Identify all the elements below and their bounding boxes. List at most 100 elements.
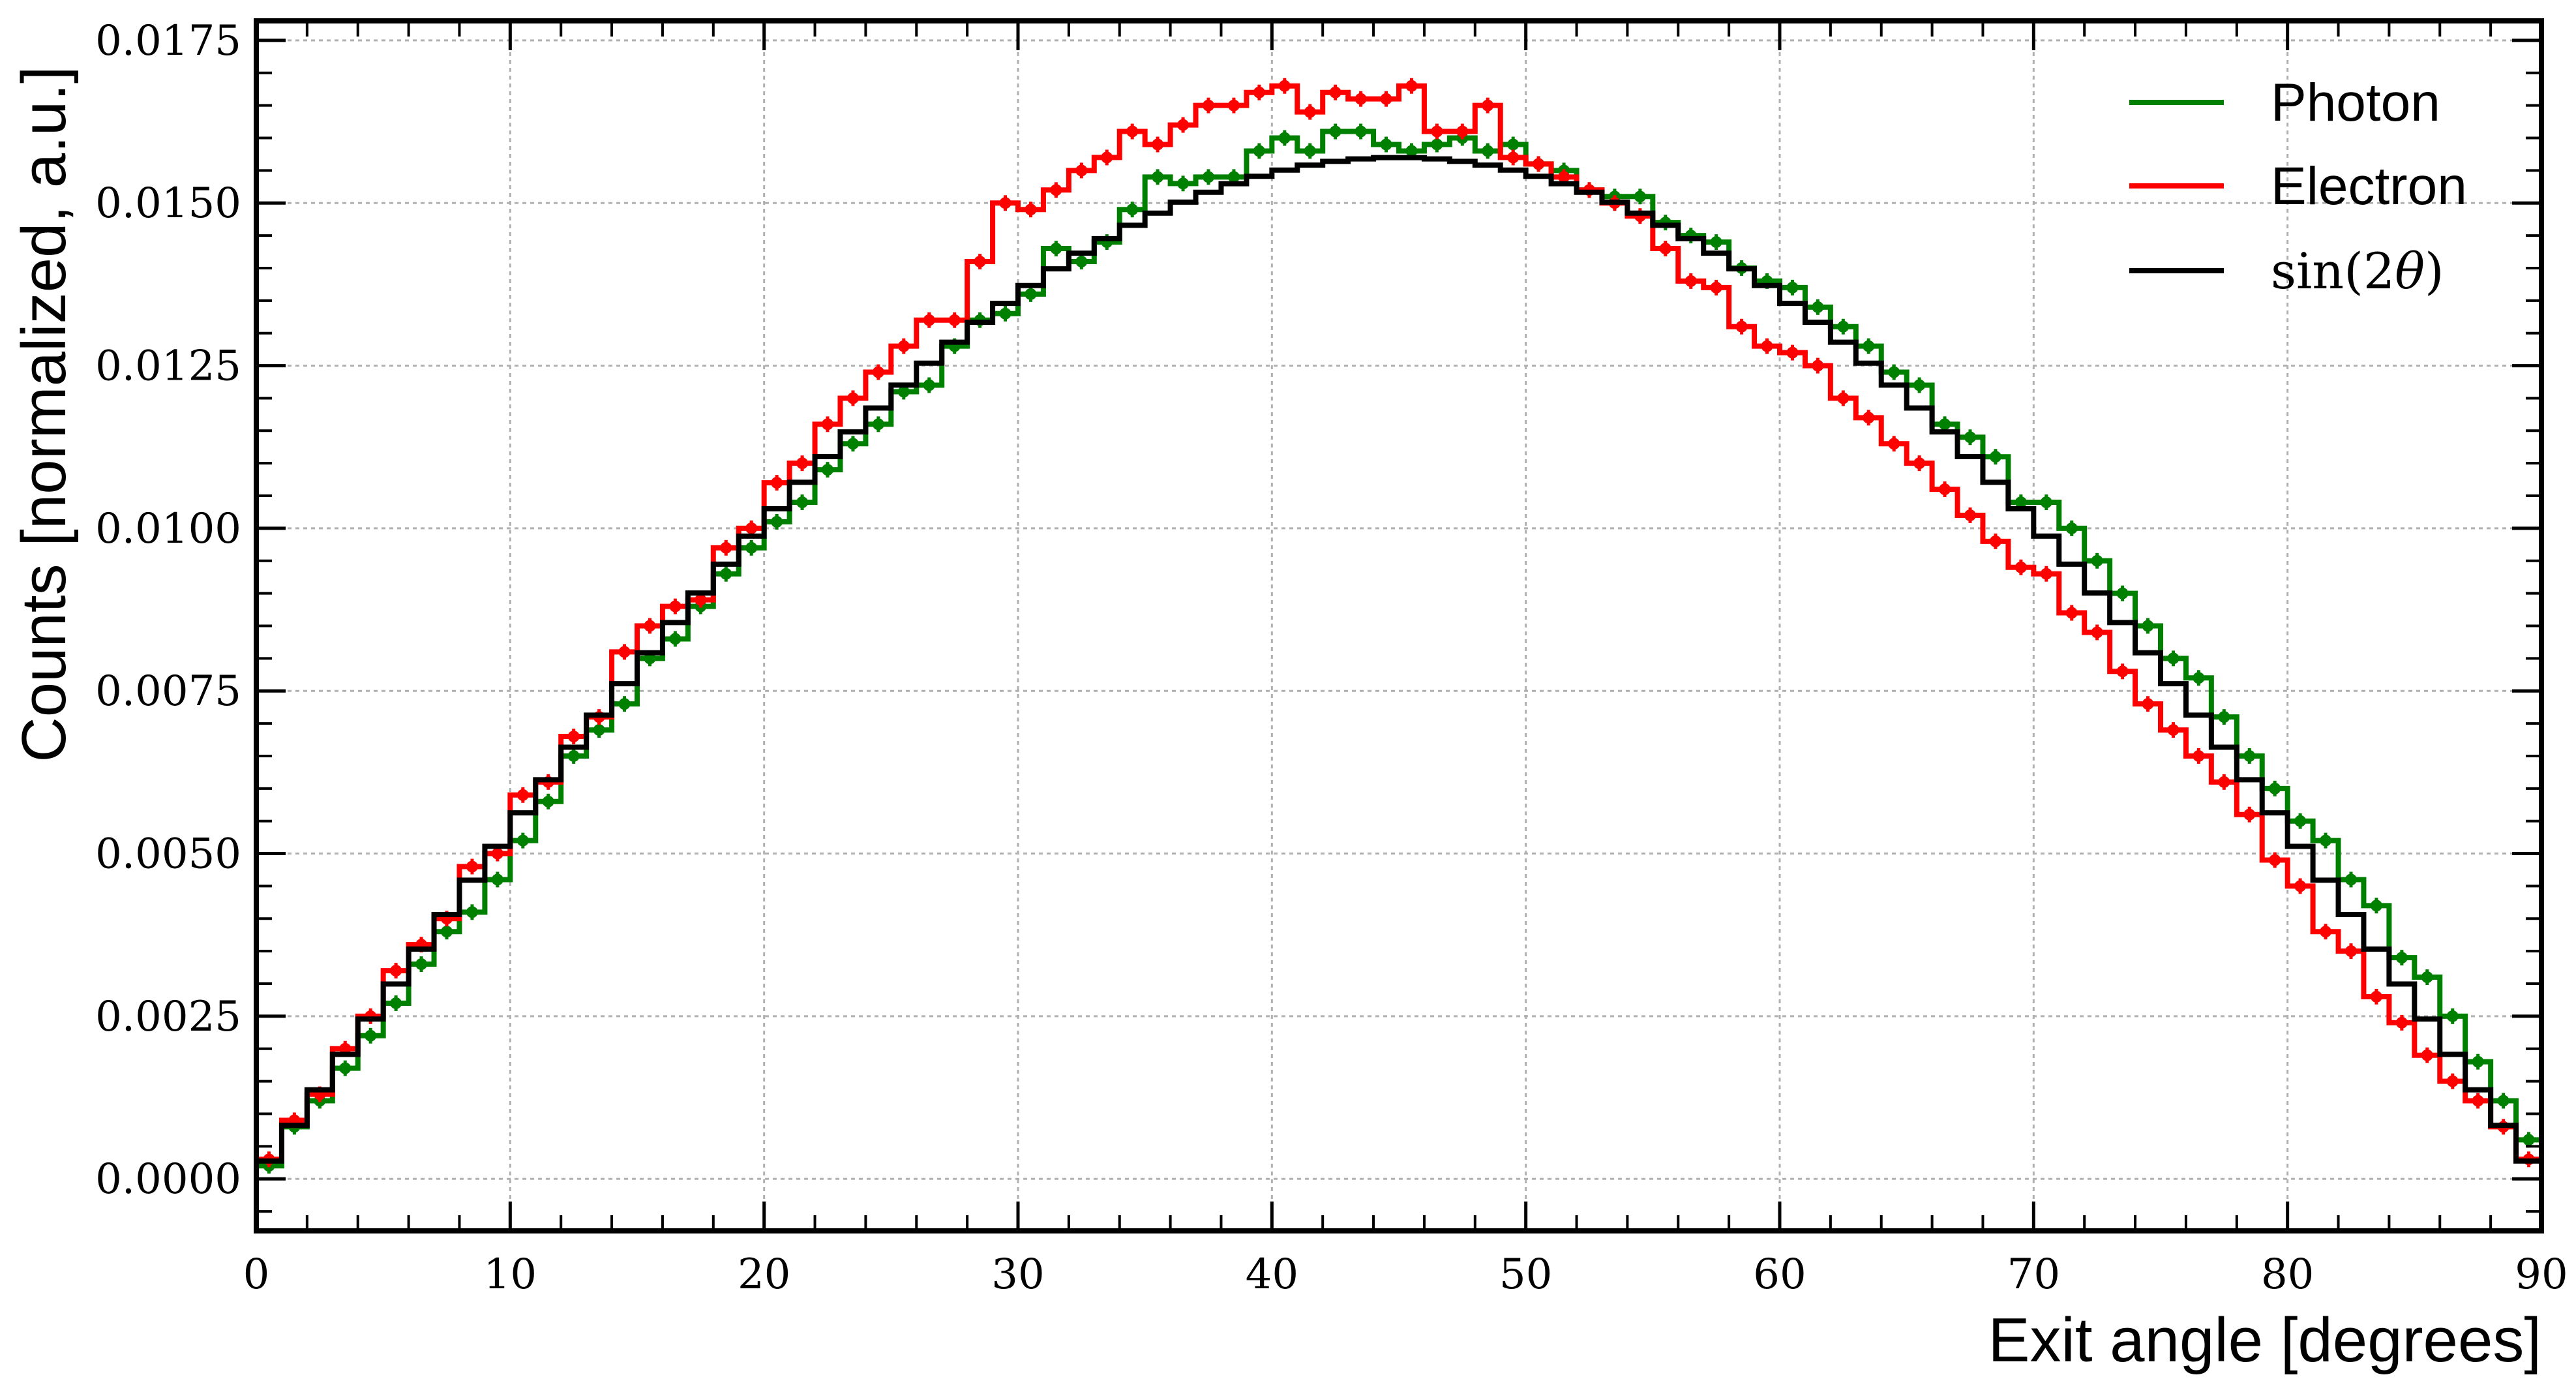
series-electron-point: [390, 965, 402, 977]
series-electron-point: [2014, 561, 2027, 573]
y-axis-title: Counts [normalized, a.u.]: [9, 66, 79, 762]
series-photon-point: [2014, 496, 2027, 509]
series-electron-point: [999, 197, 1011, 209]
series-electron-point: [1964, 509, 1976, 521]
series-electron-point: [2269, 854, 2281, 866]
series-electron-point: [1533, 158, 1545, 170]
series-photon-point: [1837, 320, 1850, 333]
series-photon-point: [796, 496, 809, 509]
series-photon-point: [846, 438, 859, 450]
series-electron-point: [923, 314, 935, 326]
series-electron-point: [897, 340, 910, 352]
axes: [254, 18, 2544, 1233]
x-tick-label: 30: [991, 1250, 1044, 1299]
series-electron-point: [2320, 926, 2332, 938]
series-electron-point: [745, 522, 758, 534]
series-electron-point: [1812, 359, 1824, 372]
x-tick-label: 40: [1246, 1250, 1298, 1299]
y-tick-label: 0.0125: [95, 342, 241, 391]
series-electron-point: [1837, 392, 1850, 404]
series-electron-point: [2395, 1016, 2408, 1029]
series-photon-point: [1405, 145, 1418, 157]
series-electron-point: [339, 1042, 352, 1055]
series-electron-point: [2218, 776, 2230, 788]
series-photon-point: [745, 541, 758, 554]
series-photon-point: [1380, 138, 1392, 151]
x-tick-label: 80: [2261, 1250, 2314, 1299]
y-tick-label: 0.0000: [95, 1155, 241, 1203]
series-electron-point: [1939, 483, 1951, 496]
series-photon-point: [1964, 431, 1976, 444]
x-tick-label: 70: [2007, 1250, 2060, 1299]
series-photon-point: [2523, 1134, 2535, 1146]
series-electron-point: [2040, 567, 2052, 580]
series-photon-point: [923, 379, 935, 391]
series-electron-point: [796, 457, 809, 470]
series-electron-point: [1482, 99, 1494, 112]
series-photon-point: [872, 418, 884, 431]
grid-lines: [255, 21, 2543, 1231]
series-photon-point: [2116, 587, 2129, 599]
series-photon-point: [1075, 256, 1088, 268]
series-electron-point: [2116, 665, 2129, 678]
series-electron-point: [846, 392, 859, 404]
series-photon-point: [415, 958, 428, 971]
series-electron-point: [491, 847, 503, 860]
series-electron-point: [1710, 281, 1722, 294]
series-photon-point: [999, 307, 1011, 320]
series-electron-point: [1253, 86, 1265, 98]
series-photon-point: [2091, 554, 2103, 567]
series-photon-point: [1888, 366, 1900, 378]
series-electron-point: [2142, 698, 2154, 710]
series-photon-point: [466, 906, 478, 918]
series-sin-2-step-line: [256, 155, 2541, 1164]
series-photon-point: [644, 652, 656, 665]
series-photon-point: [771, 515, 783, 528]
series-electron-point: [948, 314, 961, 326]
series-electron-point: [2345, 945, 2357, 958]
series-electron-point: [466, 860, 478, 873]
series-electron-point: [1304, 106, 1316, 118]
series-electron-point: [2193, 749, 2205, 762]
y-tick-label: 0.0100: [95, 505, 241, 553]
series-photon-point: [1025, 288, 1037, 300]
series-photon-point: [339, 1062, 352, 1074]
series-electron-point: [1913, 457, 1926, 470]
series-photon-point: [1634, 190, 1646, 203]
series-electron-point: [2243, 808, 2256, 821]
series-electron-point: [2294, 880, 2307, 892]
series-photon-point: [1253, 145, 1265, 157]
series-electron-point: [1786, 346, 1799, 359]
series-electron-point: [1050, 184, 1062, 196]
series-photon-point: [390, 997, 402, 1009]
series-electron-point: [1659, 243, 1671, 255]
series-electron-point: [1761, 340, 1773, 352]
series-photon-point: [2320, 834, 2332, 847]
series-electron-point: [695, 594, 707, 606]
series-electron-point: [1685, 275, 1697, 287]
series-photon-point: [1355, 125, 1367, 138]
y-tick-label: 0.0150: [95, 179, 241, 228]
series-electron-point: [1888, 438, 1900, 450]
series-electron-point: [618, 646, 631, 658]
series-photon-point: [1710, 236, 1722, 249]
series-photon-point: [2370, 900, 2382, 912]
x-tick-label: 50: [1499, 1250, 1552, 1299]
series-photon-point: [2065, 522, 2078, 534]
series-photon-point: [822, 464, 833, 476]
x-axis-title: Exit angle [degrees]: [1988, 1305, 2541, 1375]
series-photon-point: [897, 386, 910, 398]
series-photon-point: [365, 1029, 377, 1042]
series-electron-point: [1507, 151, 1520, 164]
series-photon-point: [618, 698, 631, 710]
series-electron-point: [974, 256, 986, 268]
series-electron-point: [1278, 80, 1291, 92]
series-electron-point: [2091, 626, 2103, 639]
series-photon-point: [2472, 1055, 2484, 1068]
series-photon-point: [542, 795, 554, 808]
series-photon-point: [567, 749, 580, 762]
series-photon-point: [491, 873, 503, 886]
series-photon-point: [2193, 672, 2205, 684]
series-photon-point: [2167, 652, 2179, 665]
